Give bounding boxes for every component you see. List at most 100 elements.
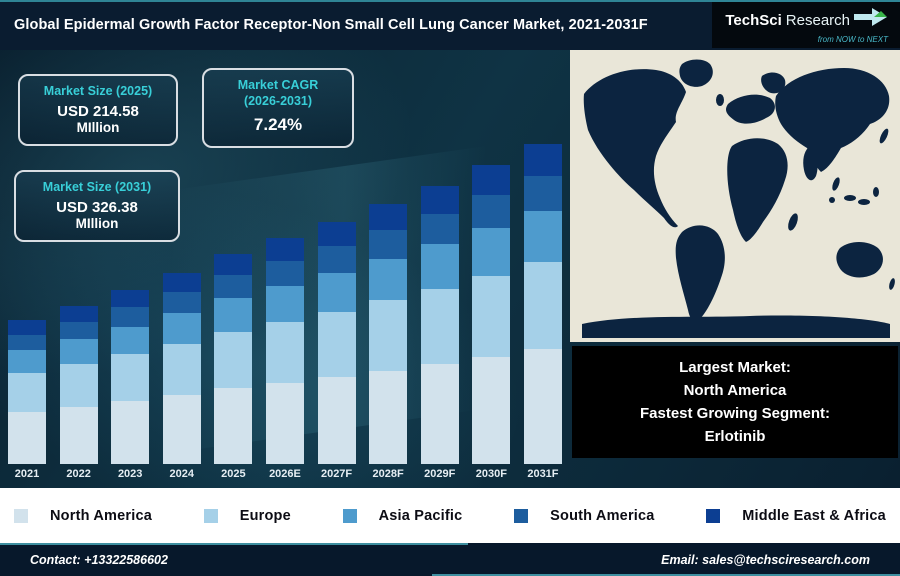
x-axis-label: 2029F — [424, 468, 456, 480]
bar-stack — [523, 144, 562, 464]
legend-swatch-icon — [14, 508, 28, 523]
bar-column-2027F: 2027F — [317, 222, 356, 482]
bar-segment-middle-east-africa — [59, 305, 98, 322]
bar-column-2028F: 2028F — [369, 204, 408, 482]
bar-segment-asia-pacific — [214, 297, 253, 332]
contact-info: Contact: +13322586602 — [30, 552, 168, 567]
bar-column-2025: 2025 — [214, 253, 253, 482]
bar-segment-north-america — [162, 395, 201, 464]
x-axis-label: 2027F — [320, 468, 353, 480]
bar-segment-north-america — [523, 348, 562, 464]
bar-segment-europe — [59, 364, 98, 408]
bar-segment-north-america — [420, 363, 459, 464]
bar-column-2029F: 2029F — [420, 185, 459, 482]
bar-segment-asia-pacific — [317, 272, 356, 312]
legend-swatch-icon — [514, 508, 529, 523]
bar-stack — [265, 238, 304, 464]
bar-segment-europe — [214, 331, 253, 389]
bar-segment-middle-east-africa — [8, 320, 46, 335]
logo-tagline: from NOW to NEXT — [817, 34, 888, 44]
bar-segment-asia-pacific — [111, 326, 150, 355]
bar-segment-north-america — [317, 376, 356, 464]
bar-segment-europe — [317, 311, 356, 377]
bar-stack — [369, 204, 408, 464]
bar-segment-middle-east-africa — [214, 253, 253, 275]
footer: Contact: +13322586602 Email: sales@techs… — [0, 543, 900, 576]
legend-label: Asia Pacific — [378, 507, 463, 524]
page-title: Global Epidermal Growth Factor Receptor-… — [14, 17, 648, 33]
bar-column-2026E: 2026E — [265, 238, 304, 482]
bar-segment-middle-east-africa — [420, 185, 459, 214]
main-area: Market Size (2025) USD 214.58 MIllion Ma… — [0, 50, 900, 488]
bar-segment-asia-pacific — [8, 350, 46, 374]
x-axis-label: 2023 — [117, 468, 143, 480]
bar-segment-middle-east-africa — [369, 204, 408, 231]
bar-segment-north-america — [214, 388, 253, 464]
bar-segment-north-america — [8, 412, 46, 464]
market-callout: Largest Market: North America Fastest Gr… — [572, 346, 898, 458]
x-axis-label: 2024 — [169, 468, 195, 480]
market-chart-area: Market Size (2025) USD 214.58 MIllion Ma… — [0, 50, 570, 488]
x-axis-label: 2021 — [14, 468, 40, 480]
largest-market-label: Largest Market: — [679, 358, 791, 376]
stat-value: USD 214.58 — [57, 102, 139, 120]
stat-value: 7.24% — [253, 115, 303, 135]
bar-column-2031F: 2031F — [523, 144, 562, 482]
largest-market-value: North America — [683, 381, 787, 399]
bar-segment-europe — [420, 288, 459, 364]
legend-label: Europe — [239, 507, 291, 524]
bar-segment-asia-pacific — [523, 211, 562, 263]
stat-value: USD 326.38 — [56, 198, 138, 216]
bar-segment-north-america — [472, 356, 511, 464]
legend-item: South America — [514, 508, 654, 524]
bar-segment-asia-pacific — [420, 244, 459, 289]
footer-accent-line — [432, 574, 900, 576]
bar-segment-middle-east-africa — [111, 290, 150, 308]
bar-segment-north-america — [265, 382, 304, 464]
bar-segment-asia-pacific — [265, 285, 304, 322]
bar-segment-europe — [162, 343, 201, 396]
bar-segment-asia-pacific — [369, 258, 408, 301]
market-cagr-box: Market CAGR (2026-2031) 7.24% — [202, 68, 354, 148]
world-map — [570, 50, 900, 342]
bar-stack — [472, 165, 511, 464]
arrow-right-icon — [854, 7, 888, 34]
fastest-segment-value: Erlotinib — [704, 428, 766, 446]
bar-segment-europe — [265, 321, 304, 383]
bar-segment-south-america — [111, 307, 150, 327]
bar-segment-asia-pacific — [59, 339, 98, 365]
bar-segment-north-america — [111, 401, 150, 464]
bar-stack — [214, 253, 253, 464]
bar-column-2021: 2021 — [8, 320, 46, 482]
stacked-bar-chart: 2021 2022 2023 2024 2025 2026E 2027F 2028F 2029F… — [8, 144, 562, 482]
bar-segment-south-america — [265, 261, 304, 286]
bar-segment-south-america — [317, 246, 356, 273]
legend-item: Middle East & Africa — [706, 508, 886, 524]
bar-stack — [162, 272, 201, 464]
x-axis-label: 2028F — [372, 468, 404, 480]
bar-segment-south-america — [369, 230, 408, 259]
bar-segment-asia-pacific — [162, 312, 201, 344]
top-accent-line — [0, 0, 900, 2]
bar-segment-europe — [8, 373, 46, 413]
legend-label: North America — [50, 507, 152, 524]
bar-segment-middle-east-africa — [265, 238, 304, 262]
bar-stack — [59, 305, 98, 464]
techsci-logo: TechSci Research from NOW to NEXT — [712, 2, 900, 48]
bar-column-2024: 2024 — [162, 272, 201, 482]
legend-swatch-icon — [342, 508, 357, 523]
stat-title: Market CAGR — [237, 78, 319, 92]
bar-segment-north-america — [369, 370, 408, 464]
right-panel: Largest Market: North America Fastest Gr… — [570, 50, 900, 488]
logo-brand-rest: Research — [785, 11, 850, 29]
legend-label: South America — [550, 507, 655, 524]
x-axis-label: 2026E — [269, 468, 301, 480]
legend-swatch-icon — [706, 508, 721, 523]
stat-title: Market Size (2025) — [43, 84, 153, 98]
bar-segment-europe — [523, 262, 562, 349]
x-axis-label: 2031F — [527, 468, 559, 480]
fastest-segment-label: Fastest Growing Segment: — [639, 405, 831, 422]
bar-column-2022: 2022 — [59, 305, 98, 482]
bar-segment-middle-east-africa — [317, 222, 356, 247]
